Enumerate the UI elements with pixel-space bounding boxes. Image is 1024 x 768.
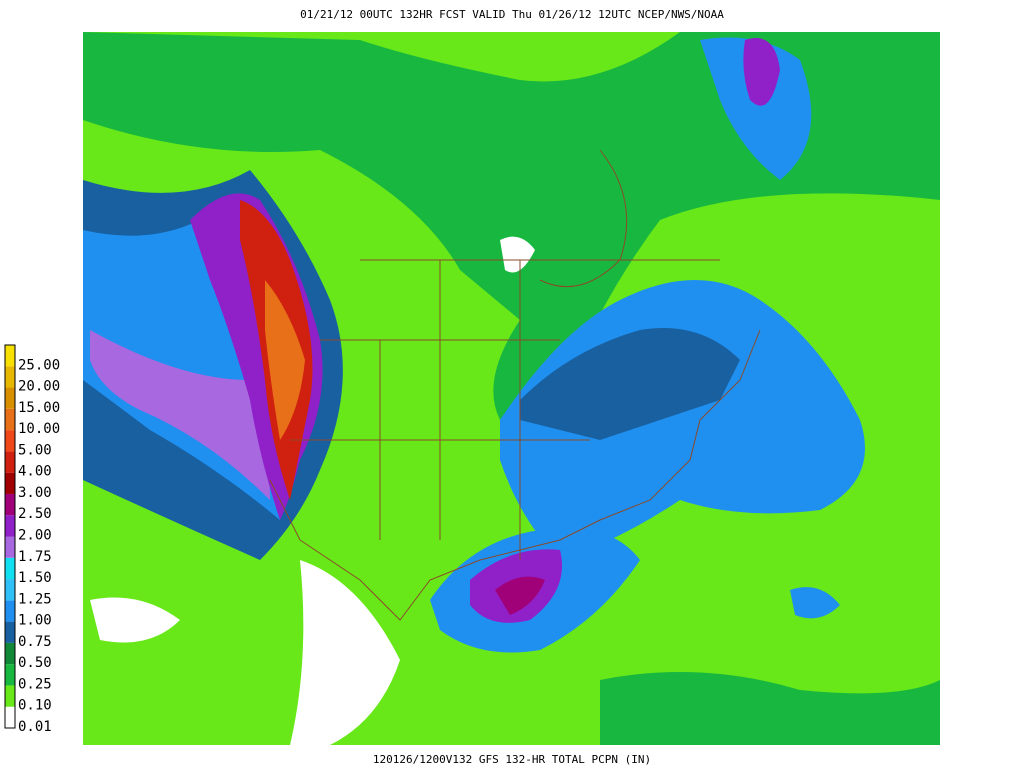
legend-label: 1.00	[18, 613, 52, 629]
legend-swatch	[5, 366, 15, 388]
legend-label: 0.75	[18, 634, 52, 650]
legend-label: 25.00	[18, 357, 60, 373]
legend-label: 1.50	[18, 570, 52, 586]
legend-swatch	[5, 557, 15, 580]
legend-label: 1.25	[18, 591, 52, 607]
map-title: 01/21/12 00UTC 132HR FCST VALID Thu 01/2…	[300, 8, 724, 21]
legend-swatch	[5, 642, 15, 665]
legend-swatch	[5, 706, 15, 728]
legend-swatch	[5, 536, 15, 558]
legend-swatch	[5, 515, 15, 537]
legend-swatch	[5, 387, 15, 409]
legend-label: 1.75	[18, 549, 52, 565]
map-area	[83, 32, 940, 745]
legend-label: 4.00	[18, 464, 52, 480]
legend-label: 0.25	[18, 676, 52, 692]
legend-frame	[4, 344, 16, 729]
legend-swatch	[5, 451, 15, 473]
legend-swatch	[5, 579, 15, 601]
legend-label: 2.00	[18, 528, 52, 544]
legend-label: 0.50	[18, 655, 52, 671]
legend-label: 15.00	[18, 400, 60, 416]
legend-swatch	[5, 621, 15, 643]
legend-swatch	[5, 430, 15, 452]
legend-swatch	[5, 600, 15, 622]
legend: 0.01 0.10 0.25 0.50 0.75 1.00 1.25 1.50 1.75 2.00…	[4, 344, 60, 735]
legend-swatch	[5, 408, 15, 431]
legend-label: 10.00	[18, 421, 60, 437]
legend-label: 0.01	[18, 719, 52, 735]
map-caption: 120126/1200V132 GFS 132-HR TOTAL PCPN (I…	[373, 753, 651, 766]
legend-swatch	[5, 493, 15, 516]
legend-swatch	[5, 685, 15, 707]
legend-swatch	[5, 472, 15, 494]
legend-swatch	[5, 664, 15, 686]
legend-label: 20.00	[18, 379, 60, 395]
legend-label: 2.50	[18, 506, 52, 522]
legend-swatch	[5, 345, 15, 367]
legend-label: 0.10	[18, 698, 52, 714]
legend-label: 5.00	[18, 442, 52, 458]
legend-label: 3.00	[18, 485, 52, 501]
